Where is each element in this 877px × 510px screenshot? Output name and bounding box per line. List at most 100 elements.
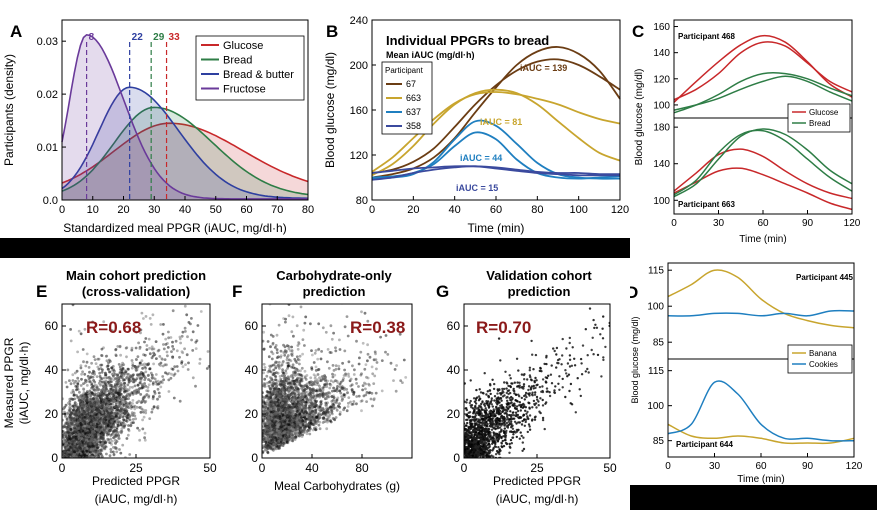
scatter-point [137,390,141,394]
scatter-point [144,337,148,340]
scatter-point [170,350,173,353]
y-tick-label: 0.01 [37,142,58,154]
scatter-point [127,397,130,400]
scatter-point [80,436,84,440]
scatter-point [120,427,124,431]
scatter-point [118,416,122,419]
scatter-point [152,381,155,385]
scatter-point [91,320,94,324]
scatter-point [87,407,91,411]
chart-title: Individual PPGRs to bread [386,33,549,48]
x-tick-label: 25 [129,461,143,475]
scatter-point [69,382,73,386]
scatter-point [135,330,138,334]
scatter-point [366,319,370,323]
scatter-point [82,387,85,391]
scatter-point [131,399,135,402]
scatter-point [184,330,187,333]
scatter-point [89,397,93,401]
scatter-point [415,353,418,356]
scatter-point [94,448,97,452]
x-axis-label: Time (min) [739,234,786,245]
scatter-point [78,395,82,399]
scatter-point [211,327,214,330]
scatter-point [295,355,299,359]
scatter-point [121,361,124,365]
scatter-point [213,338,216,341]
scatter-point [136,355,140,358]
scatter-point [86,425,89,429]
scatter-point [295,324,299,328]
scatter-point [134,417,138,421]
scatter-point [94,362,98,365]
y-axis-label: Blood glucose (mg/dl) [323,52,337,168]
scatter-point [108,441,112,445]
y-tick-label: 40 [45,363,59,377]
scatter-point [86,401,89,405]
scatter-point [119,431,123,435]
scatter-point [90,405,93,408]
scatter-point [129,379,133,383]
scatter-point [122,395,125,399]
scatter-point [112,374,115,378]
scatter-point [72,435,76,439]
scatter-point [263,377,267,381]
x-tick-label: 120 [611,204,629,216]
scatter-point [164,343,168,346]
scatter-point [68,379,71,383]
scatter-point [333,373,337,377]
median-marker-label: 8 [89,32,95,43]
x-tick-label: 0 [59,461,66,475]
density-area [62,123,308,200]
scatter-point [194,384,197,388]
scatter-point [114,435,117,438]
scatter-point [120,386,124,390]
scatter-point [171,309,175,313]
scatter-point [94,442,98,446]
scatter-point [343,406,346,410]
scatter-point [156,382,160,386]
scatter-point [143,395,146,399]
scatter-point [87,377,91,381]
scatter-point [82,419,86,423]
scatter-point [112,452,116,456]
scatter-point [88,370,91,374]
scatter-point [158,395,161,399]
scatter-point [116,392,120,395]
scatter-point [83,372,87,376]
scatter-point [102,420,105,424]
scatter-point [79,452,83,455]
scatter-point [368,383,371,387]
scatter-point [139,393,143,396]
scatter-point [263,366,267,369]
scatter-point [77,379,81,383]
scatter-point [145,389,149,392]
x-tick-label: 40 [179,204,191,216]
scatter-point [136,383,140,387]
scatter-point [108,421,111,425]
y-tick-label: 100 [653,100,670,111]
scatter-point [144,409,148,412]
x-tick-label: 70 [271,204,283,216]
scatter-point [158,355,162,358]
scatter-point [84,378,87,382]
scatter-point [121,422,125,426]
scatter-point [270,357,274,361]
legend-label: Glucose [809,108,839,117]
scatter-point [340,399,344,402]
scatter-point [105,404,109,408]
scatter-point [374,358,378,362]
x-tick-label: 80 [302,204,314,216]
scatter-point [68,407,72,410]
glucose-curve [673,75,853,111]
scatter-point [131,377,135,381]
scatter-point [352,390,356,394]
scatter-point [373,374,377,378]
scatter-point [117,434,120,438]
scatter-point [361,388,364,392]
y-tick-label: 140 [653,48,670,59]
scatter-point [128,374,132,378]
scatter-point [81,348,85,351]
y-tick-label: 0.02 [37,89,58,101]
scatter-point [163,358,167,361]
